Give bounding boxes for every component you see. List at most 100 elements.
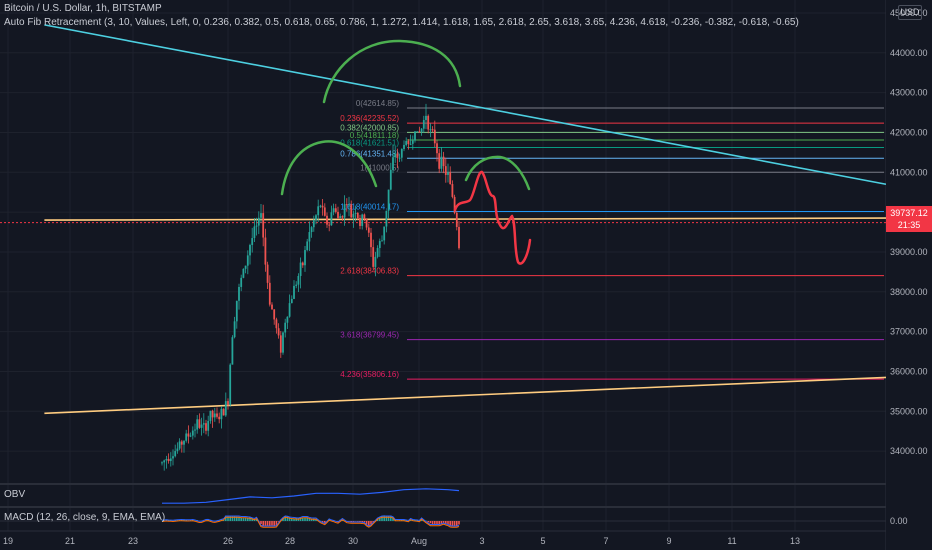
candle-body: [304, 250, 306, 266]
price-axis-bg: [886, 0, 932, 550]
macd-histogram-bar: [385, 516, 388, 521]
candle-body: [328, 224, 331, 226]
fib-level-label: 0.236(42235.52): [340, 114, 399, 123]
obv-line: [162, 488, 460, 504]
candle-body: [264, 237, 267, 265]
candle-body: [352, 213, 355, 218]
candle-body: [286, 316, 289, 323]
macd-line: [161, 515, 460, 527]
candle-body: [277, 328, 280, 336]
candle-body: [253, 226, 256, 239]
macd-histogram-bar: [445, 521, 447, 524]
candle-body: [207, 420, 210, 431]
macd-pane[interactable]: [0, 515, 886, 528]
candle-body: [359, 217, 361, 226]
green-arc-right[interactable]: [464, 155, 531, 191]
candle-body: [310, 227, 313, 233]
candle-body: [174, 451, 177, 457]
symbol-title[interactable]: Bitcoin / U.S. Dollar, 1h, BITSTAMP: [4, 3, 162, 14]
time-tick-label: 23: [128, 536, 138, 546]
time-tick-label: 5: [540, 536, 545, 546]
candle-body: [293, 285, 295, 299]
candle-body: [442, 156, 445, 167]
macd-histogram-bar: [255, 518, 258, 521]
macd-histogram-bar: [249, 517, 251, 521]
macd-histogram-bar: [379, 517, 381, 521]
candle-body: [453, 196, 456, 213]
candle-body: [240, 277, 243, 287]
price-tick-label: 37000.00: [890, 327, 928, 337]
candle-body: [282, 332, 284, 353]
candle-body: [180, 441, 183, 445]
candle-body: [321, 205, 324, 208]
candle-body: [176, 448, 179, 452]
candle-body: [191, 430, 194, 436]
price-tick-label: 43000.00: [890, 88, 928, 98]
macd-histogram-bar: [185, 519, 187, 521]
time-tick-label: 21: [65, 536, 75, 546]
fib-retracement[interactable]: 0(42614.85) 0.236(42235.52)0.382(42000.85…: [340, 99, 884, 380]
macd-histogram-bar: [363, 521, 366, 523]
trendline-ascending-support[interactable]: [44, 376, 887, 415]
candle-body: [407, 140, 410, 145]
candle-body: [183, 440, 185, 445]
macd-histogram-bar: [293, 518, 295, 521]
candle-body: [306, 241, 309, 251]
candle-body: [405, 140, 408, 145]
candle-body: [165, 458, 168, 461]
macd-histogram-bar: [436, 521, 438, 524]
trendline-descending-resistance[interactable]: [44, 24, 887, 186]
fib-level-label: 0.786(41351.48): [340, 149, 399, 158]
macd-histogram-bar: [390, 515, 392, 521]
time-tick-label: 13: [790, 536, 800, 546]
candle-body: [288, 303, 291, 317]
green-arc-large[interactable]: [322, 39, 462, 104]
candle-body: [213, 413, 216, 418]
candle-body: [319, 205, 322, 207]
candle-body: [374, 256, 377, 267]
red-projection-path[interactable]: [453, 170, 532, 265]
time-tick-label: 19: [3, 536, 13, 546]
candle-body: [341, 216, 344, 218]
macd-histogram-bar: [337, 521, 339, 522]
candle-body: [196, 419, 199, 430]
candle-body: [194, 429, 196, 431]
macd-histogram-bar: [365, 521, 368, 525]
candle-body: [273, 309, 276, 320]
macd-histogram-bar: [451, 521, 454, 527]
macd-label[interactable]: MACD (12, 26, close, 9, EMA, EMA): [4, 512, 166, 523]
obv-pane[interactable]: [162, 488, 460, 504]
macd-histogram-bar: [383, 515, 385, 521]
indicator-title[interactable]: Auto Fib Retracement (3, 10, Values, Lef…: [4, 17, 799, 28]
macd-histogram-bar: [291, 518, 293, 521]
price-tick-label: 35000.00: [890, 406, 928, 416]
last-price-tag: 39737.12 21:35: [886, 206, 932, 232]
price-tick-label: 34000.00: [890, 446, 928, 456]
trendlines[interactable]: [0, 24, 887, 415]
candle-body: [431, 129, 434, 131]
green-arc-left[interactable]: [280, 140, 378, 196]
obv-label[interactable]: OBV: [4, 489, 26, 500]
macd-histogram-bar: [262, 521, 264, 527]
candle-body: [222, 408, 225, 416]
time-axis[interactable]: 19 21 23 26 28 30 Aug 3 5 7 9 11 13: [3, 536, 800, 546]
time-tick-label: Aug: [411, 536, 427, 546]
macd-histogram-bar: [225, 515, 227, 521]
candle-body: [427, 115, 430, 130]
candle-body: [455, 212, 458, 227]
candle-body: [400, 148, 403, 158]
candle-body: [275, 319, 278, 329]
candle-body: [367, 227, 370, 233]
trendline-horizontal-support[interactable]: [44, 217, 887, 221]
candle-body: [409, 143, 412, 145]
candle-body: [345, 204, 348, 206]
candle-body: [224, 401, 227, 416]
candle-body: [227, 401, 229, 405]
candle-body: [218, 416, 221, 420]
candle-body: [376, 248, 379, 257]
currency-badge[interactable]: USD: [898, 5, 922, 20]
price-axis[interactable]: 45000.00 44000.00 43000.00 42000.00 41000.00…: [886, 0, 932, 550]
user-drawings[interactable]: [280, 39, 532, 265]
